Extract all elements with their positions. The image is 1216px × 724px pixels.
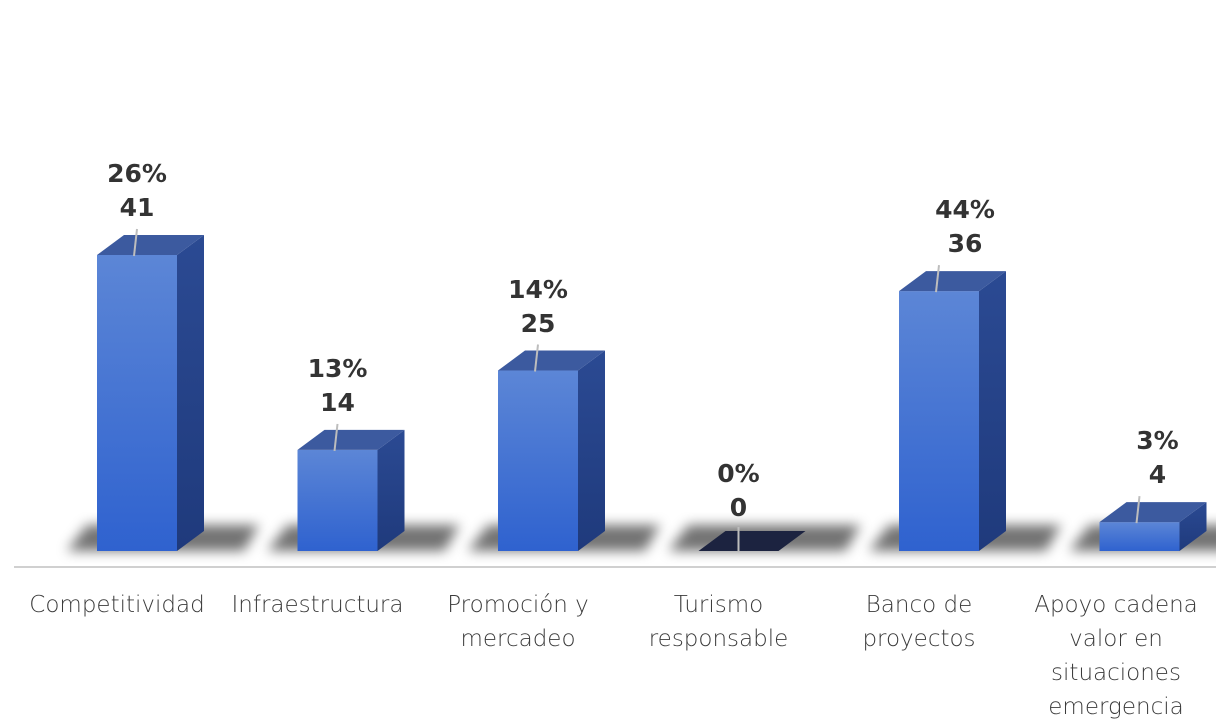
data-label: 0%0 (669, 457, 809, 525)
data-label: 13%14 (268, 352, 408, 420)
category-label: Turismo responsable (619, 588, 819, 656)
percent-label: 26% (67, 157, 207, 191)
bar-side (177, 235, 204, 551)
bar-front (97, 255, 177, 551)
data-label: 26%41 (67, 157, 207, 225)
value-label: 36 (895, 227, 1035, 261)
value-label: 4 (1088, 458, 1216, 492)
percent-label: 13% (268, 352, 408, 386)
data-label: 3%4 (1088, 424, 1216, 492)
category-label: Apoyo cadena valor en situaciones emerge… (1016, 588, 1216, 724)
percent-label: 44% (895, 193, 1035, 227)
bar-front (899, 291, 979, 551)
data-label: 44%36 (895, 193, 1035, 261)
value-label: 41 (67, 191, 207, 225)
category-label: Promoción y mercadeo (418, 588, 618, 656)
percent-label: 3% (1088, 424, 1216, 458)
bar-side (378, 430, 405, 551)
value-label: 25 (468, 307, 608, 341)
value-label: 0 (669, 491, 809, 525)
bar-side (578, 351, 605, 551)
bar-front (298, 450, 378, 551)
bar-side (979, 271, 1006, 551)
percent-label: 0% (669, 457, 809, 491)
bar-front (498, 371, 578, 551)
category-label: Infraestructura (218, 588, 418, 622)
category-label: Banco de proyectos (819, 588, 1019, 656)
data-label: 14%25 (468, 273, 608, 341)
bars-group (67, 229, 1216, 551)
bar-front (1100, 522, 1180, 551)
percent-label: 14% (468, 273, 608, 307)
category-label: Competitividad (17, 588, 217, 622)
value-label: 14 (268, 386, 408, 420)
